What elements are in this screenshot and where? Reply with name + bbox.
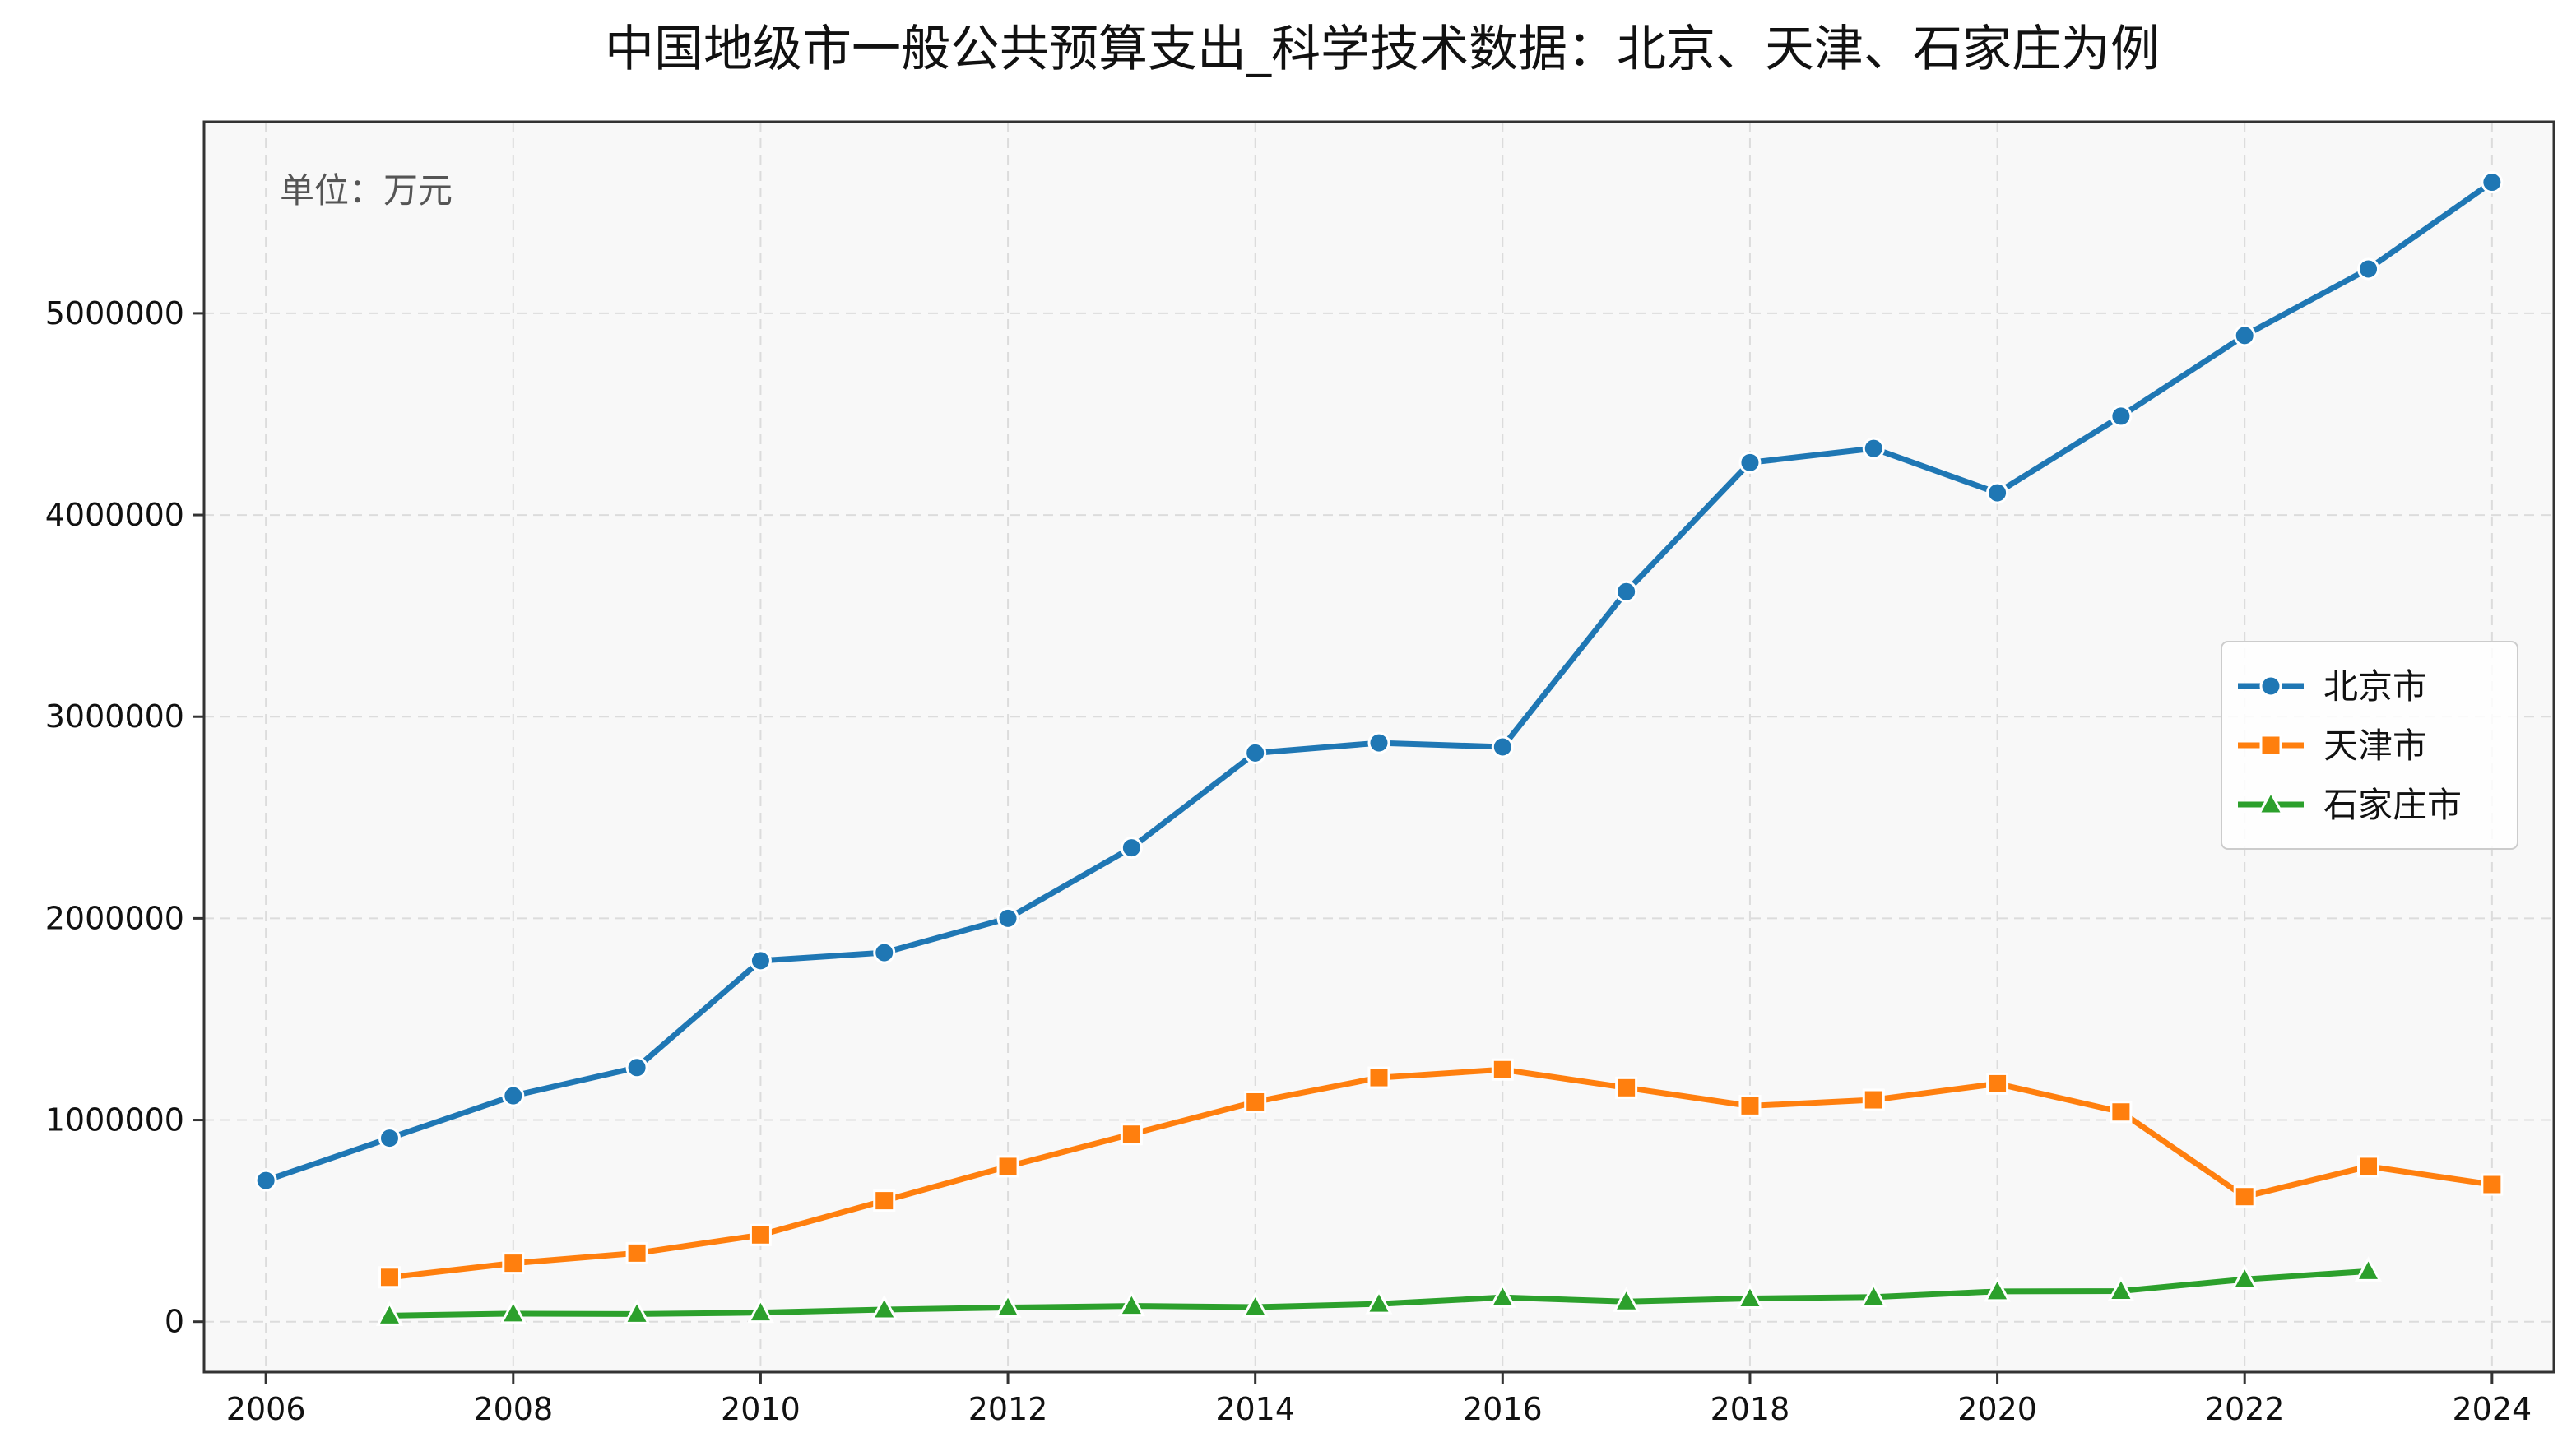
data-point [2107, 1276, 2135, 1301]
data-point [996, 1155, 1019, 1178]
x-tick-label: 2012 [968, 1391, 1048, 1427]
data-point [1986, 481, 2009, 504]
x-tick-label: 2024 [2452, 1391, 2532, 1427]
data-point [1117, 1291, 1145, 1317]
data-point [1738, 451, 1762, 474]
data-point [502, 1252, 525, 1275]
data-point [1984, 1276, 2012, 1302]
data-point [1738, 1094, 1762, 1117]
data-point [1491, 735, 1514, 758]
data-point [375, 1301, 403, 1326]
data-point [1986, 1072, 2009, 1095]
data-point [1242, 1291, 1270, 1318]
data-point [1367, 731, 1390, 754]
chart-title: 中国地级市一般公共预算支出_科学技术数据：北京、天津、石家庄为例 [605, 21, 2160, 78]
data-point [1244, 1090, 1267, 1113]
legend-label: 天津市 [2323, 726, 2427, 766]
data-point [1862, 437, 1885, 460]
x-tick-label: 2016 [1463, 1391, 1543, 1427]
data-point [1613, 1287, 1641, 1312]
data-point [2110, 405, 2133, 428]
data-point [1244, 741, 1267, 764]
legend-marker [2259, 734, 2282, 757]
data-point [1365, 1288, 1393, 1315]
data-point [873, 941, 896, 964]
data-point [749, 949, 772, 972]
data-point [378, 1127, 401, 1150]
legend-label: 石家庄市 [2323, 785, 2462, 825]
data-point [1120, 1123, 1143, 1146]
y-tick-label: 4000000 [45, 497, 184, 533]
data-point [254, 1169, 277, 1192]
x-tick-label: 2018 [1711, 1391, 1790, 1427]
y-tick-label: 0 [165, 1304, 184, 1340]
data-point [2481, 1173, 2504, 1196]
data-point [1615, 580, 1638, 603]
data-point [2230, 1264, 2258, 1290]
data-point [1120, 837, 1143, 860]
data-point [502, 1084, 525, 1107]
data-point [1491, 1058, 1514, 1081]
plot-frame [202, 120, 2555, 1374]
data-point [378, 1266, 401, 1289]
data-point [499, 1298, 527, 1324]
data-point [2357, 1155, 2380, 1178]
data-point [623, 1299, 651, 1324]
data-point [749, 1223, 772, 1246]
data-point [1862, 1088, 1885, 1111]
y-tick-label: 1000000 [45, 1102, 184, 1138]
x-tick-label: 2020 [1957, 1391, 2037, 1427]
series-layer [254, 171, 2504, 1326]
x-tick-label: 2022 [2205, 1391, 2285, 1427]
data-point [1736, 1283, 1764, 1310]
data-point [2233, 324, 2256, 347]
data-point [2355, 1256, 2383, 1282]
y-tick-label: 5000000 [45, 295, 184, 332]
y-tick-label: 3000000 [45, 698, 184, 735]
data-point [746, 1297, 774, 1324]
data-point [625, 1056, 648, 1079]
data-point [2110, 1101, 2133, 1124]
data-point [1615, 1076, 1638, 1099]
data-point [2481, 171, 2504, 194]
unit-note: 单位：万元 [280, 170, 453, 211]
data-point [994, 1292, 1022, 1319]
legend-box [2221, 641, 2518, 850]
series-line [386, 1066, 2495, 1281]
data-point [2233, 1185, 2256, 1208]
legend-label: 北京市 [2323, 666, 2427, 707]
data-point [1367, 1066, 1390, 1089]
data-point [870, 1294, 898, 1320]
data-point [996, 907, 1019, 930]
x-tick-label: 2010 [721, 1391, 801, 1427]
axes: 2006 2008 2010 2012 2014 2016 2018 2020 2022 2024… [45, 295, 2532, 1427]
legend-marker [2259, 675, 2282, 698]
data-point [1859, 1282, 1887, 1308]
x-tick-label: 2008 [473, 1391, 553, 1427]
data-point [873, 1189, 896, 1213]
x-tick-label: 2006 [226, 1391, 306, 1427]
data-point [1488, 1282, 1516, 1308]
data-point [625, 1241, 648, 1264]
y-tick-label: 2000000 [45, 900, 184, 936]
data-point [2357, 257, 2380, 281]
legend-marker [2257, 789, 2285, 815]
x-tick-label: 2014 [1215, 1391, 1295, 1427]
